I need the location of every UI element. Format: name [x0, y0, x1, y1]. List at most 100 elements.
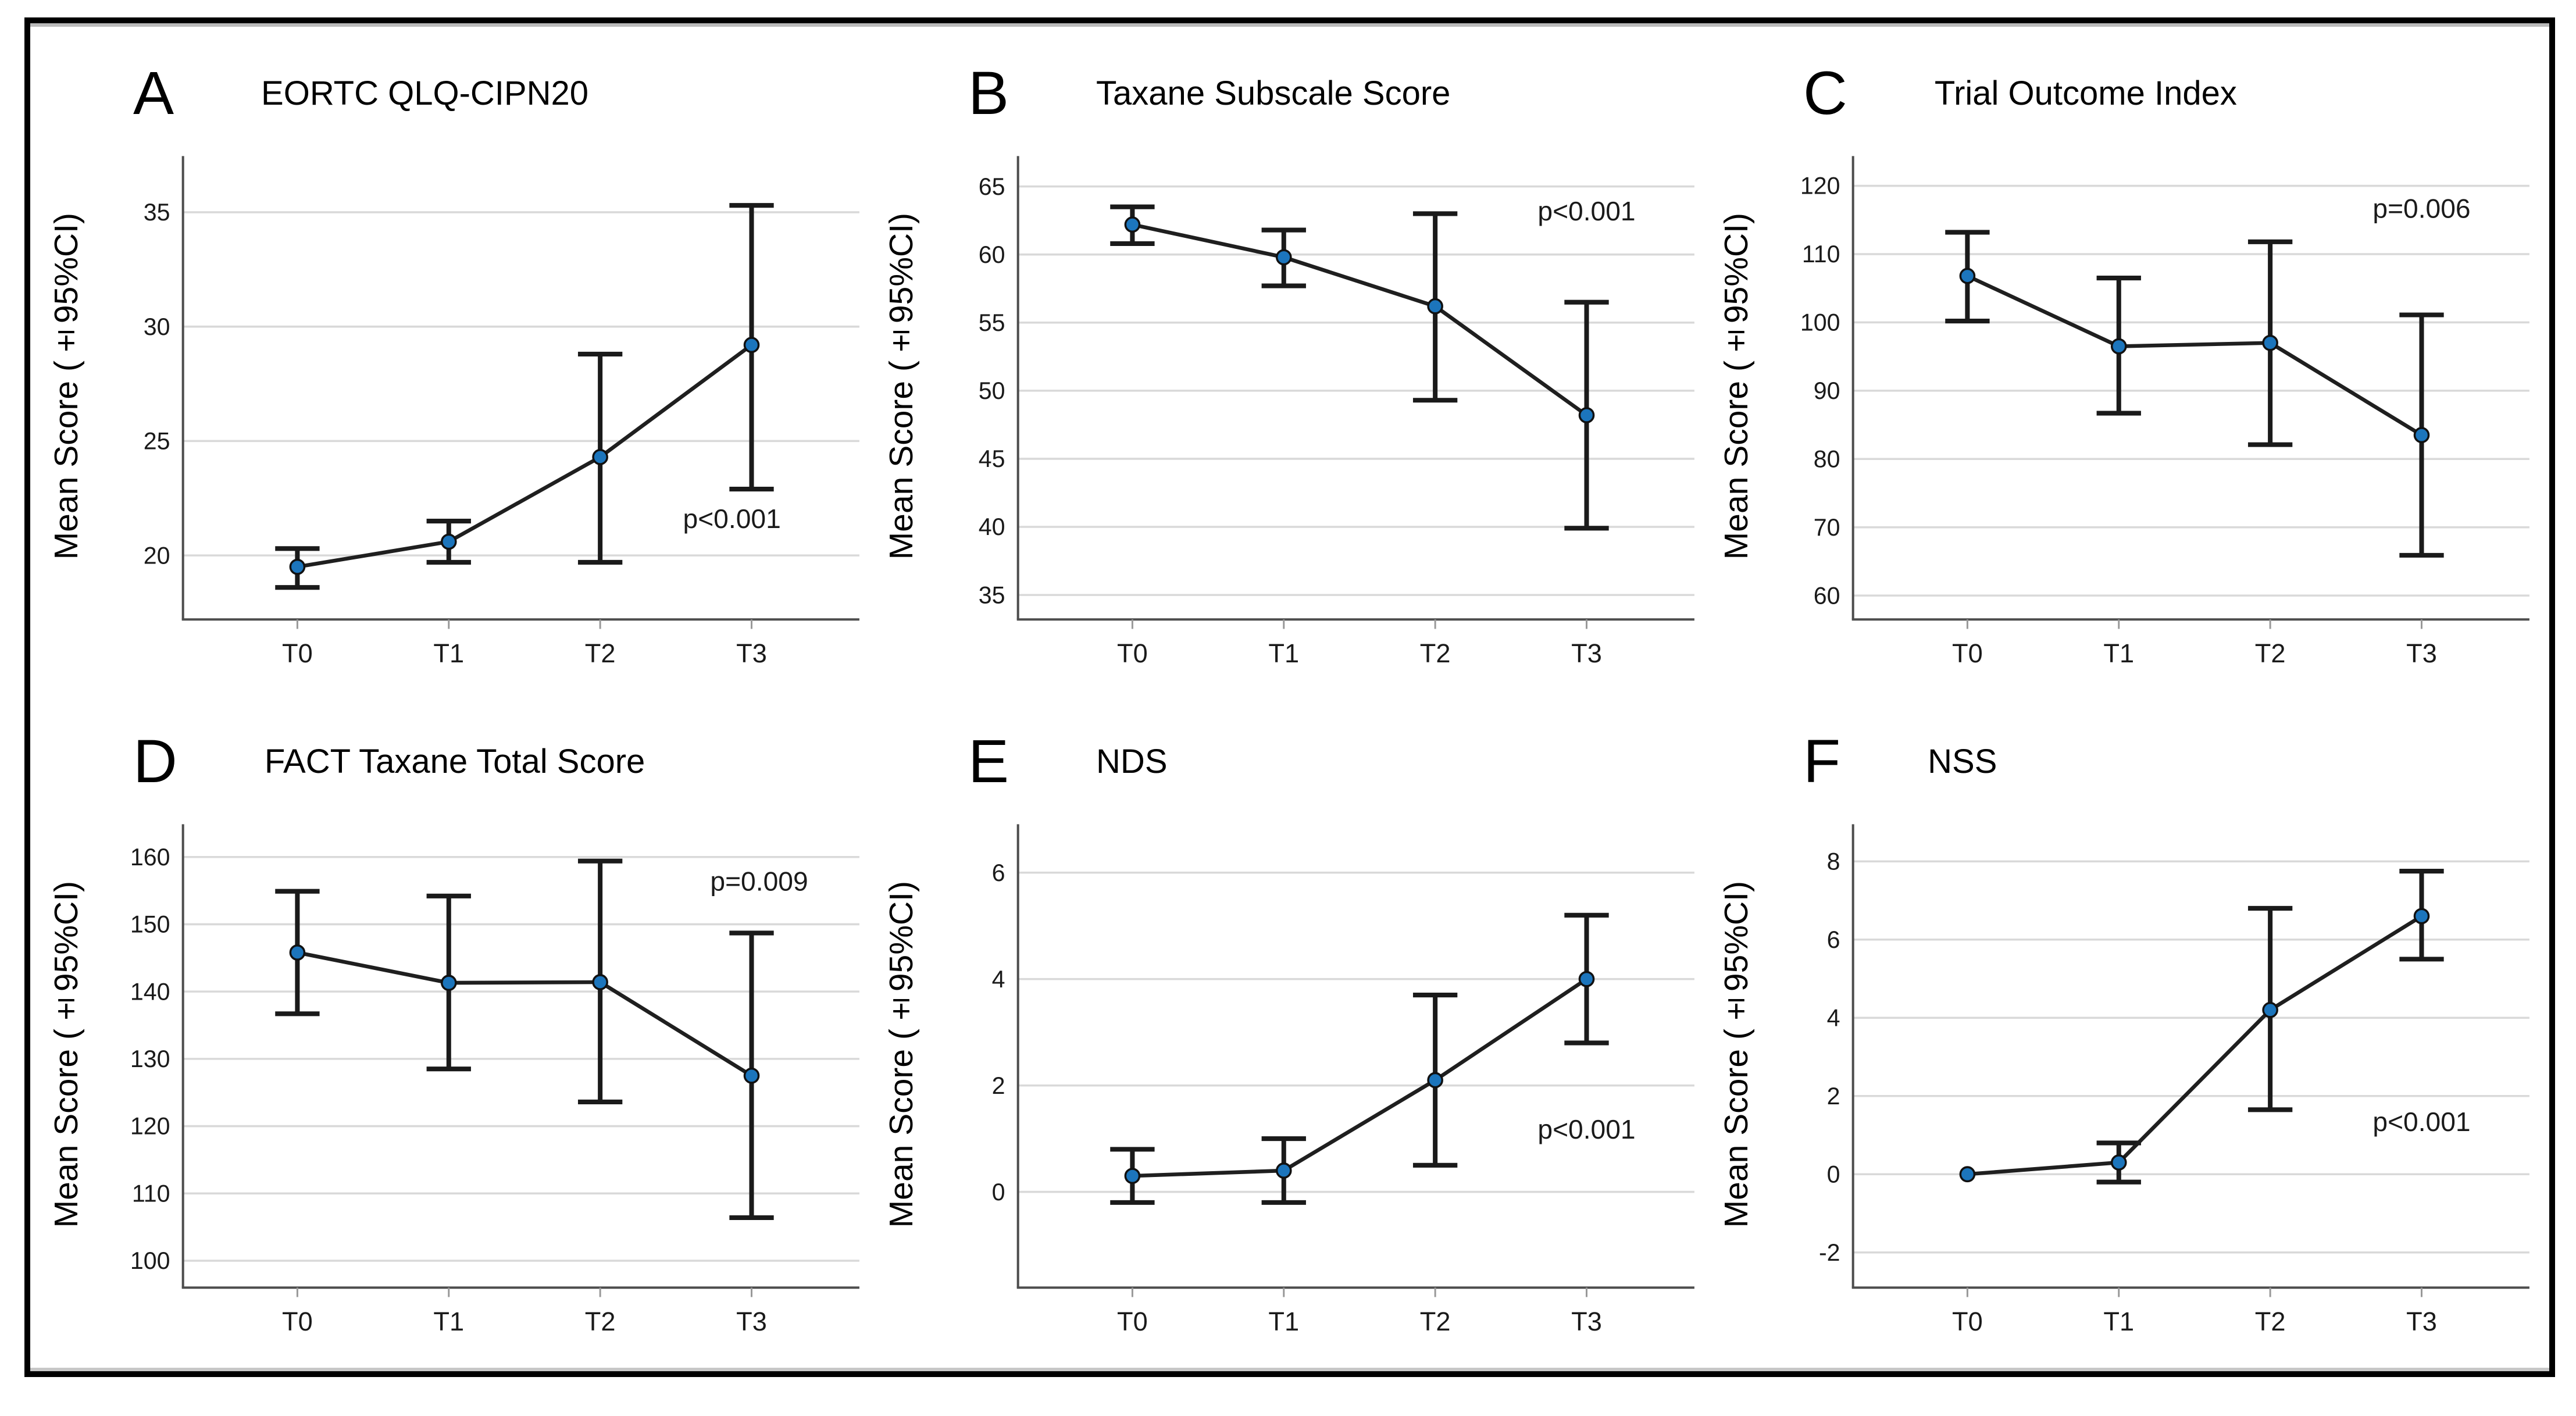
- panel-b-body: Mean Score (±95%CI) 35 40 45 50 55 60 65 T0 T1 T2…: [872, 141, 1707, 701]
- panel-d-body: Mean Score (±95%CI) 100 110 120 130 140 150 16…: [37, 809, 872, 1369]
- x-tick-label: T2: [1420, 1307, 1451, 1336]
- panel-c-letter: C: [1803, 59, 1847, 127]
- panel-a-ylabel-wrap: Mean Score (±95%CI): [37, 141, 95, 701]
- data-point-marker: [743, 337, 760, 354]
- series-line: [1132, 222, 1588, 417]
- y-tick-label: 55: [979, 309, 1005, 336]
- panel-c-ylabel: Mean Score (±95%CI): [1718, 212, 1755, 560]
- data-point-marker: [1578, 407, 1595, 423]
- panel-e-letter: E: [968, 727, 1009, 796]
- y-tick-label: 140: [130, 978, 170, 1005]
- panel-d-ylabel: Mean Score (±95%CI): [48, 880, 85, 1228]
- panel-a: A EORTC QLQ-CIPN20 Mean Score (±95%CI) 2…: [37, 33, 872, 701]
- x-tick-label: T1: [1268, 639, 1299, 668]
- data-point-marker: [2262, 334, 2278, 351]
- data-point-marker: [1275, 1162, 1292, 1179]
- data-point-marker: [1959, 267, 1976, 284]
- y-tick-label: 2: [992, 1072, 1005, 1099]
- data-point-marker: [743, 1067, 760, 1084]
- y-tick-label: 30: [144, 313, 170, 340]
- y-tick-label: 110: [1802, 241, 1840, 267]
- panel-e-ylabel-wrap: Mean Score (±95%CI): [872, 809, 930, 1369]
- x-tick-label: T0: [282, 639, 313, 668]
- panel-d-header: D FACT Taxane Total Score: [37, 701, 872, 809]
- series-line: [1967, 914, 2423, 1176]
- panel-c-ylabel-wrap: Mean Score (±95%CI): [1707, 141, 1765, 701]
- panel-e-title: NDS: [1096, 742, 1168, 780]
- data-point-marker: [1124, 1168, 1141, 1185]
- x-tick-label: T1: [1268, 1307, 1299, 1336]
- x-tick-label: T2: [2255, 639, 2286, 668]
- x-tick-label: T3: [1571, 1307, 1602, 1336]
- panel-b-ylabel-wrap: Mean Score (±95%CI): [872, 141, 930, 701]
- y-tick-label: 45: [979, 445, 1005, 472]
- data-point-marker: [1124, 216, 1141, 233]
- p-value-label: p=0.006: [2372, 194, 2470, 224]
- y-tick-label: 70: [1814, 514, 1840, 541]
- data-point-marker: [592, 449, 608, 465]
- panel-d: D FACT Taxane Total Score Mean Score (±9…: [37, 701, 872, 1369]
- panel-f-plot: -2 0 2 4 6 8 T0 T1 T2 T3 p<0.001: [1819, 824, 2529, 1336]
- y-tick-label: 8: [1827, 848, 1840, 875]
- y-tick-label: 120: [130, 1113, 170, 1140]
- x-tick-label: T2: [585, 1307, 616, 1336]
- panel-f-ylabel: Mean Score (±95%CI): [1718, 880, 1755, 1228]
- panel-c-plot: 60 70 80 90 100 110 120 T0 T1 T2 T3 p=0.006: [1800, 156, 2529, 668]
- panel-d-ylabel-wrap: Mean Score (±95%CI): [37, 809, 95, 1369]
- panel-a-plot: 20 25 30 35 T0 T1 T2 T3 p<0.001: [144, 156, 859, 668]
- x-tick-label: T0: [1952, 1307, 1983, 1336]
- x-tick-label: T0: [1117, 1307, 1148, 1336]
- panel-f-body: Mean Score (±95%CI) -2 0 2 4 6 8 T0 T1 T2 T3 p<0.0…: [1707, 809, 2542, 1369]
- x-tick-label: T1: [433, 639, 464, 668]
- figure-border: A EORTC QLQ-CIPN20 Mean Score (±95%CI) 2…: [24, 17, 2555, 1377]
- panel-a-header: A EORTC QLQ-CIPN20: [37, 33, 872, 141]
- panel-e-header: E NDS: [872, 701, 1707, 809]
- x-tick-label: T3: [2406, 1307, 2437, 1336]
- series-line: [297, 950, 753, 1078]
- data-point-marker: [2413, 908, 2430, 925]
- y-tick-label: 4: [992, 966, 1005, 993]
- y-tick-label: 100: [1800, 309, 1840, 336]
- p-value-label: p<0.001: [683, 504, 781, 534]
- data-point-marker: [440, 975, 457, 991]
- panel-e: E NDS Mean Score (±95%CI) 0 2 4 6 T0 T1 T2 T3 p<…: [872, 701, 1707, 1369]
- data-point-marker: [1427, 298, 1443, 315]
- panel-b-title: Taxane Subscale Score: [1096, 74, 1451, 112]
- data-point-marker: [289, 558, 306, 575]
- x-tick-label: T3: [2406, 639, 2437, 668]
- y-tick-label: 25: [144, 427, 170, 454]
- y-tick-label: 100: [130, 1247, 170, 1274]
- x-tick-label: T2: [2255, 1307, 2286, 1336]
- panel-f-header: F NSS: [1707, 701, 2542, 809]
- data-point-marker: [1275, 249, 1292, 266]
- panel-b-ylabel: Mean Score (±95%CI): [883, 212, 920, 560]
- panel-c-header: C Trial Outcome Index: [1707, 33, 2542, 141]
- data-point-marker: [2413, 427, 2430, 444]
- y-tick-label: 110: [132, 1180, 170, 1207]
- p-value-label: p=0.009: [710, 866, 808, 896]
- data-point-marker: [2262, 1001, 2278, 1018]
- p-value-label: p<0.001: [1537, 196, 1635, 226]
- x-tick-label: T1: [2103, 639, 2134, 668]
- series-line: [297, 343, 753, 569]
- panel-b-header: B Taxane Subscale Score: [872, 33, 1707, 141]
- panel-c: C Trial Outcome Index Mean Score (±95%CI…: [1707, 33, 2542, 701]
- x-tick-label: T0: [282, 1307, 313, 1336]
- x-tick-label: T1: [433, 1307, 464, 1336]
- y-tick-label: 40: [979, 513, 1005, 540]
- y-tick-label: 35: [144, 199, 170, 226]
- panel-e-ylabel: Mean Score (±95%CI): [883, 880, 920, 1228]
- y-tick-label: 65: [979, 173, 1005, 200]
- x-tick-label: T0: [1117, 639, 1148, 668]
- y-tick-label: 60: [979, 241, 1005, 268]
- panel-f: F NSS Mean Score (±95%CI) -2 0 2 4 6 8 T0 T1 T2 T…: [1707, 701, 2542, 1369]
- y-tick-label: 20: [144, 542, 170, 569]
- panel-a-title: EORTC QLQ-CIPN20: [261, 74, 588, 112]
- p-value-label: p<0.001: [2372, 1107, 2470, 1137]
- y-tick-label: 0: [992, 1179, 1005, 1205]
- x-tick-label: T3: [736, 1307, 767, 1336]
- y-tick-label: 130: [130, 1046, 170, 1072]
- y-tick-label: 90: [1814, 377, 1840, 404]
- panel-e-body: Mean Score (±95%CI) 0 2 4 6 T0 T1 T2 T3 p<0.001: [872, 809, 1707, 1369]
- panel-c-body: Mean Score (±95%CI) 60 70 80 90 100 110 120 T0 T…: [1707, 141, 2542, 701]
